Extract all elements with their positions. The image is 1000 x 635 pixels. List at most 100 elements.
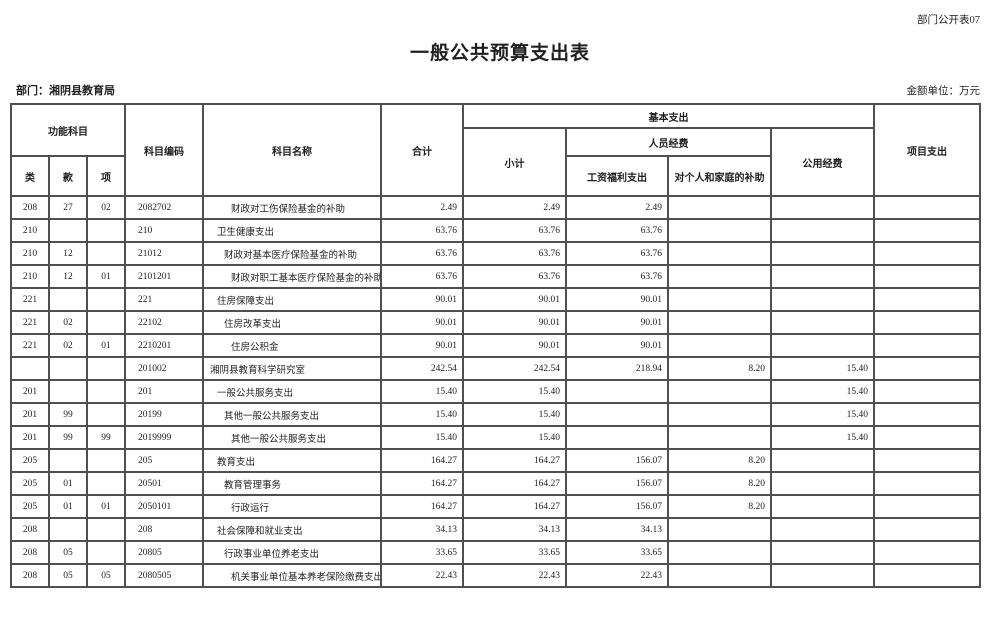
cell-project-expenditure xyxy=(873,195,981,220)
cell-wage-welfare: 90.01 xyxy=(565,310,669,335)
header-subject-name: 科目名称 xyxy=(202,103,382,197)
cell-project-expenditure xyxy=(873,563,981,588)
cell-total: 22.43 xyxy=(380,563,464,588)
cell-subtotal: 22.43 xyxy=(462,563,567,588)
cell-sub-item: 01 xyxy=(86,333,126,358)
cell-project-expenditure xyxy=(873,264,981,289)
table-row: 210 12 21012 财政对基本医疗保险基金的补助 63.76 63.76 … xyxy=(10,241,981,266)
cell-subject-code: 20199 xyxy=(124,402,204,427)
cell-family-subsidy: 8.20 xyxy=(667,494,772,519)
cell-total: 2.49 xyxy=(380,195,464,220)
cell-project-expenditure xyxy=(873,402,981,427)
cell-project-expenditure xyxy=(873,494,981,519)
cell-subject-name: 住房保障支出 xyxy=(202,287,382,312)
cell-total: 15.40 xyxy=(380,425,464,450)
cell-subject-code: 21012 xyxy=(124,241,204,266)
cell-sub-item xyxy=(86,218,126,243)
cell-sub-item xyxy=(86,448,126,473)
cell-public-funds xyxy=(770,264,875,289)
header-item: 款 xyxy=(48,155,88,197)
cell-subject-name: 其他一般公共服务支出 xyxy=(202,402,382,427)
cell-project-expenditure xyxy=(873,333,981,358)
cell-sub-item: 01 xyxy=(86,494,126,519)
header-sub-item: 项 xyxy=(86,155,126,197)
cell-sub-item xyxy=(86,402,126,427)
cell-family-subsidy xyxy=(667,402,772,427)
table-row: 205 01 20501 教育管理事务 164.27 164.27 156.07… xyxy=(10,471,981,496)
cell-public-funds xyxy=(770,494,875,519)
cell-sub-item xyxy=(86,241,126,266)
cell-subject-code: 205 xyxy=(124,448,204,473)
cell-sub-item xyxy=(86,517,126,542)
table-row: 201 99 20199 其他一般公共服务支出 15.40 15.40 15.4… xyxy=(10,402,981,427)
header-personnel-funds: 人员经费 xyxy=(565,127,772,157)
cell-subject-code: 221 xyxy=(124,287,204,312)
cell-project-expenditure xyxy=(873,540,981,565)
cell-item xyxy=(48,218,88,243)
cell-total: 90.01 xyxy=(380,333,464,358)
cell-sub-item: 01 xyxy=(86,264,126,289)
cell-category: 201 xyxy=(10,425,50,450)
cell-total: 34.13 xyxy=(380,517,464,542)
cell-subject-name: 湘阴县教育科学研究室 xyxy=(202,356,382,381)
cell-subject-name: 财政对基本医疗保险基金的补助 xyxy=(202,241,382,266)
cell-family-subsidy xyxy=(667,264,772,289)
cell-category: 208 xyxy=(10,195,50,220)
cell-total: 15.40 xyxy=(380,402,464,427)
cell-sub-item xyxy=(86,287,126,312)
cell-project-expenditure xyxy=(873,218,981,243)
cell-wage-welfare: 90.01 xyxy=(565,333,669,358)
cell-total: 63.76 xyxy=(380,218,464,243)
table-row: 208 208 社会保障和就业支出 34.13 34.13 34.13 xyxy=(10,517,981,542)
cell-subject-name: 行政事业单位养老支出 xyxy=(202,540,382,565)
cell-public-funds xyxy=(770,471,875,496)
cell-total: 15.40 xyxy=(380,379,464,404)
cell-category: 221 xyxy=(10,333,50,358)
cell-wage-welfare xyxy=(565,425,669,450)
cell-family-subsidy xyxy=(667,333,772,358)
cell-subtotal: 33.65 xyxy=(462,540,567,565)
table-row: 210 210 卫生健康支出 63.76 63.76 63.76 xyxy=(10,218,981,243)
cell-item: 01 xyxy=(48,471,88,496)
cell-public-funds xyxy=(770,218,875,243)
cell-family-subsidy: 8.20 xyxy=(667,356,772,381)
cell-public-funds: 15.40 xyxy=(770,402,875,427)
cell-wage-welfare: 22.43 xyxy=(565,563,669,588)
cell-wage-welfare: 90.01 xyxy=(565,287,669,312)
table-row: 221 02 22102 住房改革支出 90.01 90.01 90.01 xyxy=(10,310,981,335)
cell-public-funds: 15.40 xyxy=(770,425,875,450)
cell-sub-item: 99 xyxy=(86,425,126,450)
cell-sub-item xyxy=(86,471,126,496)
cell-project-expenditure xyxy=(873,448,981,473)
cell-project-expenditure xyxy=(873,425,981,450)
cell-subject-code: 2019999 xyxy=(124,425,204,450)
cell-category: 210 xyxy=(10,218,50,243)
cell-project-expenditure xyxy=(873,517,981,542)
cell-subject-name: 财政对工伤保险基金的补助 xyxy=(202,195,382,220)
cell-family-subsidy xyxy=(667,379,772,404)
cell-subject-code: 2101201 xyxy=(124,264,204,289)
cell-item xyxy=(48,448,88,473)
header-subtotal: 小计 xyxy=(462,127,567,197)
cell-project-expenditure xyxy=(873,241,981,266)
cell-item xyxy=(48,356,88,381)
cell-subject-name: 机关事业单位基本养老保险缴费支出 xyxy=(202,563,382,588)
table-row: 210 12 01 2101201 财政对职工基本医疗保险基金的补助 63.76… xyxy=(10,264,981,289)
cell-item xyxy=(48,287,88,312)
cell-total: 63.76 xyxy=(380,264,464,289)
budget-table: 功能科目 科目编码 科目名称 合计 基本支出 项目支出 小计 人员经费 公用经费… xyxy=(10,103,981,588)
cell-subtotal: 242.54 xyxy=(462,356,567,381)
cell-category: 205 xyxy=(10,448,50,473)
cell-category: 205 xyxy=(10,471,50,496)
cell-family-subsidy xyxy=(667,540,772,565)
cell-family-subsidy xyxy=(667,310,772,335)
cell-category: 205 xyxy=(10,494,50,519)
cell-wage-welfare: 33.65 xyxy=(565,540,669,565)
cell-total: 63.76 xyxy=(380,241,464,266)
cell-subject-code: 201002 xyxy=(124,356,204,381)
cell-total: 90.01 xyxy=(380,310,464,335)
cell-subject-code: 210 xyxy=(124,218,204,243)
cell-total: 164.27 xyxy=(380,471,464,496)
cell-category: 201 xyxy=(10,402,50,427)
